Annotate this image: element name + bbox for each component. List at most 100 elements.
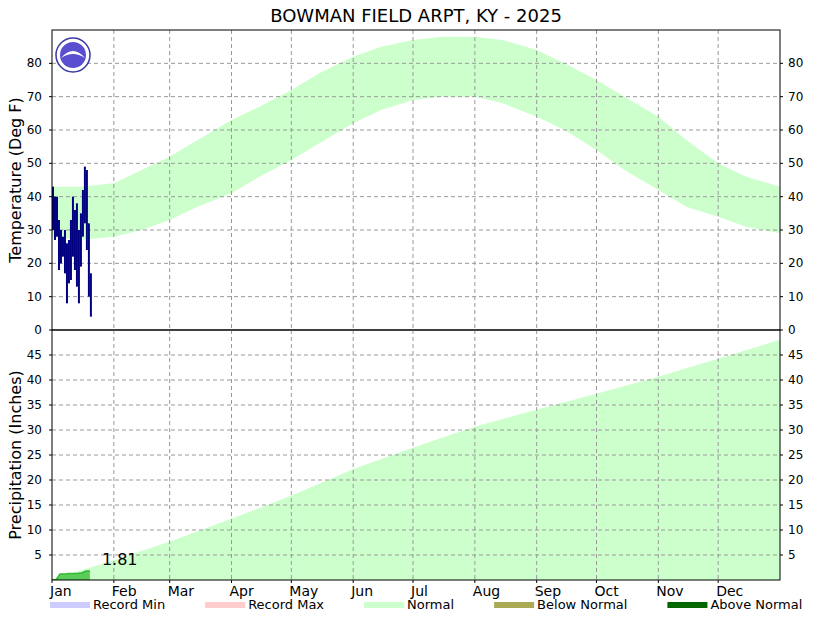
y-tick-label: 0 bbox=[788, 323, 796, 337]
y-tick-label: 5 bbox=[788, 548, 796, 562]
grid bbox=[52, 30, 780, 330]
precip-line bbox=[52, 571, 90, 580]
y-tick-label: 80 bbox=[27, 56, 42, 70]
temperature-bar bbox=[90, 273, 92, 316]
y-tick bbox=[49, 380, 52, 381]
y-grid-line bbox=[52, 263, 780, 264]
y-tick-label: 40 bbox=[27, 373, 42, 387]
y-tick bbox=[780, 263, 783, 264]
x-grid-line bbox=[596, 330, 597, 580]
temperature-bar bbox=[58, 220, 60, 270]
observed-group bbox=[52, 167, 92, 317]
temperature-bar bbox=[80, 213, 82, 266]
annotation: 1.81 bbox=[102, 550, 138, 569]
y-tick bbox=[780, 96, 783, 97]
y-grid-line bbox=[52, 380, 780, 381]
x-grid-line bbox=[353, 30, 354, 330]
x-grid-line bbox=[596, 30, 597, 330]
y-tick bbox=[780, 63, 783, 64]
background bbox=[0, 0, 830, 620]
y-tick-label: 45 bbox=[27, 348, 42, 362]
y-tick-label: 50 bbox=[788, 156, 803, 170]
y-tick bbox=[780, 230, 783, 231]
y-tick-label: 25 bbox=[788, 448, 803, 462]
legend-swatch bbox=[667, 602, 707, 608]
temperature-bar bbox=[54, 197, 56, 240]
legend-label: Record Max bbox=[248, 597, 324, 612]
y-tick-label: 70 bbox=[27, 90, 42, 104]
legend-label: Below Normal bbox=[537, 597, 627, 612]
x-grid-line bbox=[718, 30, 719, 330]
chart: BOWMAN FIELD ARPT, KY - 2025Temperature … bbox=[0, 0, 830, 620]
normal-band bbox=[52, 37, 780, 240]
y-tick-label: 30 bbox=[788, 423, 803, 437]
x-tick-label: Jan bbox=[49, 583, 72, 599]
y-tick bbox=[780, 530, 783, 531]
temperature-bar bbox=[56, 197, 58, 237]
y-tick-label: 10 bbox=[27, 290, 42, 304]
y-tick bbox=[49, 296, 52, 297]
y-tick bbox=[49, 405, 52, 406]
y-grid-line bbox=[52, 196, 780, 197]
temperature-bar bbox=[66, 243, 68, 303]
y-grid-line bbox=[52, 455, 780, 456]
y-tick-label: 35 bbox=[27, 398, 42, 412]
y-tick bbox=[780, 505, 783, 506]
legend-swatch bbox=[494, 602, 534, 608]
y-tick bbox=[780, 380, 783, 381]
y-grid-line bbox=[52, 130, 780, 131]
temperature-bar bbox=[72, 197, 74, 257]
plot-frame bbox=[52, 330, 780, 580]
y-tick-label: 35 bbox=[788, 398, 803, 412]
legend-label: Normal bbox=[407, 597, 454, 612]
y-tick-label: 20 bbox=[27, 256, 42, 270]
x-tick-label: Nov bbox=[656, 583, 683, 599]
logo-ring bbox=[56, 38, 90, 72]
x-tick-label: Aug bbox=[473, 583, 500, 599]
y-tick-label: 0 bbox=[34, 323, 42, 337]
y-tick bbox=[780, 405, 783, 406]
y-tick-label: 40 bbox=[788, 373, 803, 387]
y-tick bbox=[49, 96, 52, 97]
y-tick-label: 50 bbox=[27, 156, 42, 170]
x-grid-line bbox=[169, 330, 170, 580]
y-tick-label: 80 bbox=[788, 56, 803, 70]
y-tick bbox=[49, 430, 52, 431]
precip-area bbox=[52, 571, 90, 580]
precip-line bbox=[52, 341, 780, 581]
y-tick-label: 70 bbox=[788, 90, 803, 104]
x-grid-line bbox=[113, 330, 114, 580]
legend-swatch bbox=[50, 602, 90, 608]
y-tick bbox=[780, 480, 783, 481]
y-grid-line bbox=[52, 505, 780, 506]
y-tick bbox=[49, 530, 52, 531]
logo-bird bbox=[61, 51, 85, 58]
y-tick-label: 20 bbox=[788, 473, 803, 487]
y-grid-line bbox=[52, 480, 780, 481]
y-tick bbox=[49, 130, 52, 131]
temperature-bar bbox=[64, 230, 66, 273]
y-tick bbox=[49, 263, 52, 264]
y-tick bbox=[780, 296, 783, 297]
grid bbox=[52, 330, 780, 580]
temperature-bar bbox=[70, 220, 72, 280]
y-tick bbox=[780, 355, 783, 356]
title: BOWMAN FIELD ARPT, KY - 2025 bbox=[270, 5, 562, 26]
x-grid-line bbox=[113, 30, 114, 330]
y-tick bbox=[780, 555, 783, 556]
y-grid-line bbox=[52, 355, 780, 356]
x-tick-label: Mar bbox=[168, 583, 195, 599]
x-grid-line bbox=[231, 330, 232, 580]
x-grid-line bbox=[291, 30, 292, 330]
y-tick-label: 5 bbox=[34, 548, 42, 562]
y-tick bbox=[49, 163, 52, 164]
precip-area bbox=[52, 341, 780, 581]
temperature-bar bbox=[76, 203, 78, 286]
y-tick-label: 60 bbox=[27, 123, 42, 137]
y-tick bbox=[780, 455, 783, 456]
y-tick bbox=[49, 505, 52, 506]
temperature-bar bbox=[68, 240, 70, 283]
y-tick-label: 40 bbox=[788, 190, 803, 204]
y-grid-line bbox=[52, 163, 780, 164]
y-tick-label: 15 bbox=[788, 498, 803, 512]
